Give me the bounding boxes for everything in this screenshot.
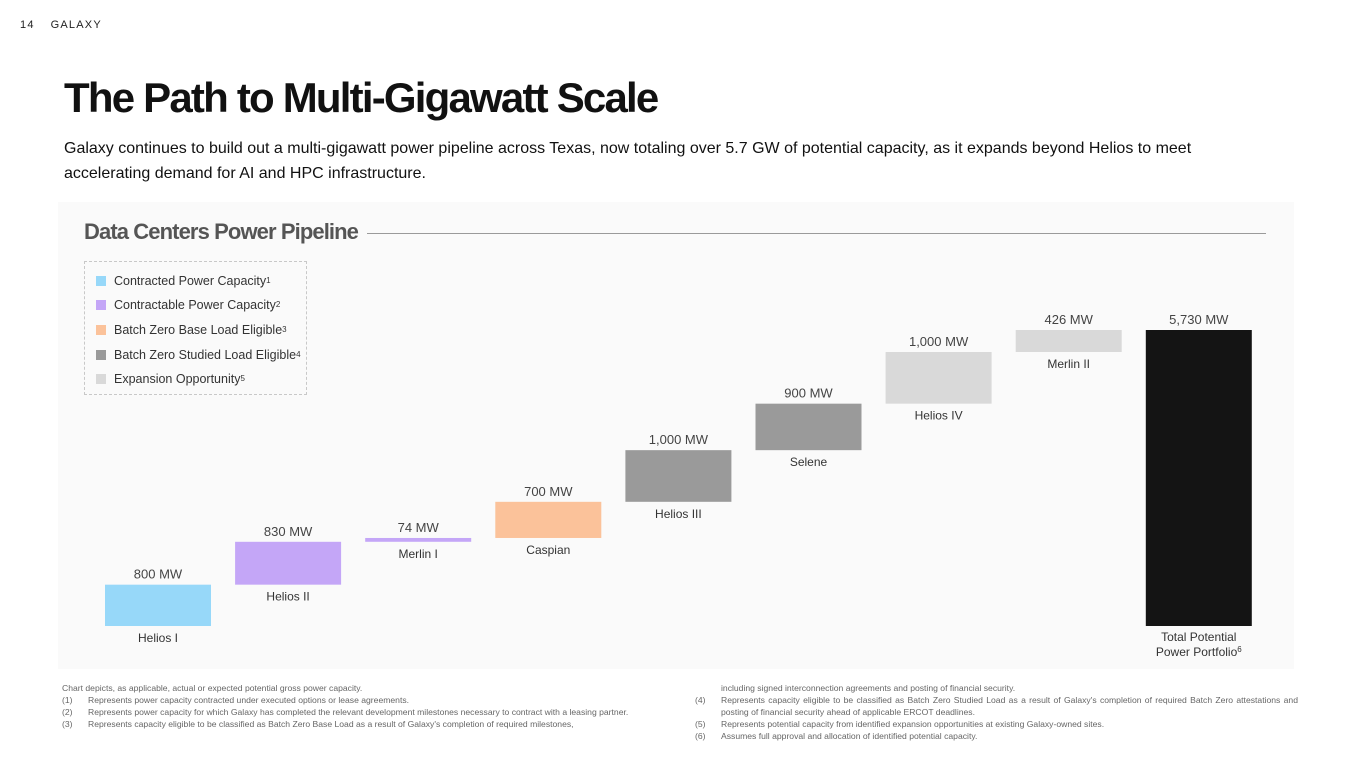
value-label-helios-i: 800 MW	[134, 567, 183, 582]
value-label-caspian: 700 MW	[524, 484, 573, 499]
value-label-helios-iii: 1,000 MW	[649, 432, 709, 447]
value-label-helios-ii: 830 MW	[264, 524, 313, 539]
chart-title: Data Centers Power Pipeline	[84, 219, 359, 244]
legend-label: Batch Zero Base Load Eligible	[114, 323, 283, 337]
value-label-merlin-i: 74 MW	[398, 520, 440, 535]
footnote-1: (1) Represents power capacity contracted…	[62, 695, 410, 705]
bar-merlin-ii	[1015, 330, 1122, 353]
footnotes-right: including signed interconnection agreeme…	[695, 682, 1298, 742]
value-label-total-potential-power-portfolio: 5,730 MW	[1169, 312, 1229, 327]
legend-item-expansion: Expansion Opportunity 5	[96, 372, 245, 386]
bar-helios-i	[105, 584, 211, 626]
value-label-merlin-ii: 426 MW	[1044, 312, 1093, 327]
legend-swatch	[96, 276, 106, 286]
brand-name: GALAXY	[50, 19, 102, 31]
legend-label: Expansion Opportunity	[114, 372, 241, 386]
footnote-intro: Chart depicts, as applicable, actual or …	[62, 683, 363, 693]
category-label-selene: Selene	[790, 455, 828, 469]
bar-helios-ii	[235, 541, 342, 585]
category-label-total-potential-power-portfolio: Total Potential Power Portfolio6	[1156, 630, 1242, 659]
legend-swatch	[96, 374, 106, 384]
title-rule	[367, 233, 1266, 234]
category-label-merlin-i: Merlin I	[399, 547, 438, 561]
legend-item-contracted: Contracted Power Capacity 1	[96, 274, 271, 288]
page-number: 14	[20, 19, 35, 31]
footnote-3-continued: including signed interconnection agreeme…	[721, 683, 1016, 693]
bar-selene	[755, 403, 862, 451]
legend-item-base-load: Batch Zero Base Load Eligible 3	[96, 323, 287, 337]
footnote-5: (5) Represents potential capacity from i…	[695, 719, 1105, 729]
category-label-helios-ii: Helios II	[266, 590, 309, 604]
legend-swatch	[96, 350, 106, 360]
value-label-selene: 900 MW	[784, 386, 833, 401]
page-subtitle: Galaxy continues to build out a multi-gi…	[64, 140, 1192, 182]
category-label-merlin-ii: Merlin II	[1047, 357, 1090, 371]
category-label-caspian: Caspian	[526, 543, 570, 557]
waterfall-chart: 800 MW Helios I 830 MW Helios II 74 MW Merlin…	[105, 312, 1252, 659]
legend-label: Batch Zero Studied Load Eligible	[114, 348, 297, 362]
legend-item-contractable: Contractable Power Capacity 2	[96, 298, 280, 312]
footnote-6: (6) Assumes full approval and allocation…	[695, 731, 978, 741]
bar-merlin-i	[365, 537, 472, 542]
footnote-3: (3) Represents capacity eligible to be c…	[62, 719, 574, 729]
page-header: 14 GALAXY	[20, 19, 102, 31]
bar-helios-iii	[625, 450, 732, 502]
legend-label: Contracted Power Capacity	[114, 274, 267, 288]
chart-legend: Contracted Power Capacity 1 Contractable …	[84, 261, 307, 395]
value-label-helios-iv: 1,000 MW	[909, 334, 969, 349]
legend-swatch	[96, 325, 106, 335]
bar-helios-iv	[885, 352, 992, 404]
legend-swatch	[96, 300, 106, 310]
category-label-helios-i: Helios I	[138, 631, 178, 645]
footnotes-left: Chart depicts, as applicable, actual or …	[62, 682, 665, 730]
category-label-helios-iii: Helios III	[655, 507, 702, 521]
category-label-helios-iv: Helios IV	[915, 409, 963, 423]
footnote-2: (2) Represents power capacity for which …	[62, 707, 629, 717]
page-title: The Path to Multi-Gigawatt Scale	[64, 74, 659, 121]
footnote-4: (4) Represents capacity eligible to be c…	[695, 695, 1298, 717]
chart-panel: Data Centers Power Pipeline Contracted P…	[58, 202, 1294, 669]
legend-item-studied-load: Batch Zero Studied Load Eligible 4	[96, 348, 301, 362]
legend-label: Contractable Power Capacity	[114, 298, 276, 312]
bar-total-potential-power-portfolio	[1145, 330, 1252, 626]
bar-caspian	[495, 501, 602, 538]
